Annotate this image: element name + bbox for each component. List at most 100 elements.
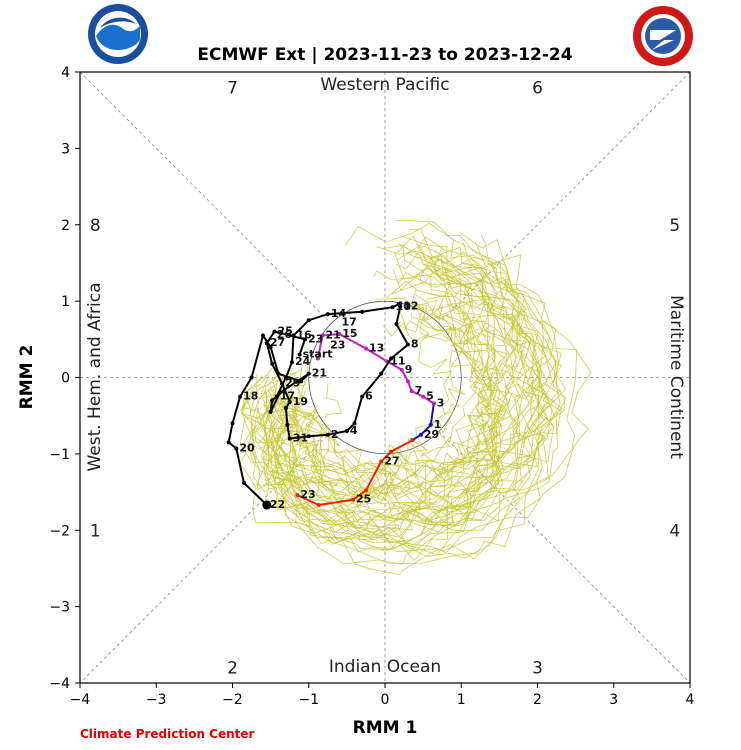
x-tick-label: 3 [609, 692, 618, 708]
day-label: 16 [297, 328, 313, 341]
ensemble-member-line [295, 280, 484, 499]
series-point [276, 371, 281, 376]
series-point [268, 409, 273, 414]
series-point [418, 432, 423, 437]
series-point [360, 394, 365, 399]
day-label: 12 [403, 299, 418, 312]
ensemble-member-line [270, 321, 455, 474]
ensemble-member-line [261, 246, 548, 514]
observed-and-mean-trajectories [226, 301, 436, 510]
day-label: 21 [325, 328, 340, 341]
day-label: 10 [396, 300, 412, 313]
series-point [234, 446, 239, 451]
series-point [264, 341, 269, 346]
series-point [285, 422, 290, 427]
region-label-right: Maritime Continent [666, 295, 686, 459]
y-tick-label: −1 [49, 447, 70, 463]
day-label: 11 [390, 354, 405, 367]
series-point [306, 318, 311, 323]
day-label: 14 [331, 307, 347, 320]
ensemble-trajectories [239, 220, 592, 576]
day-label: 1 [434, 418, 442, 431]
day-label: 2 [331, 428, 339, 441]
phase-label: 7 [227, 78, 238, 98]
day-label: 31 [293, 432, 308, 445]
series-point [306, 434, 311, 439]
day-label: 27 [270, 336, 285, 349]
day-label: 9 [405, 363, 413, 376]
series-point [398, 304, 403, 309]
ensemble-member-line [273, 220, 562, 542]
y-tick-label: −2 [49, 523, 70, 539]
series-point [230, 421, 235, 426]
day-label: start [303, 348, 333, 361]
series-point [363, 488, 368, 493]
series-point [249, 375, 254, 380]
day-label: 23 [308, 332, 323, 345]
y-tick-label: −3 [49, 600, 70, 616]
day-label: 25 [356, 493, 371, 506]
series-line-3 [227, 301, 410, 506]
noaa-logo-icon [88, 4, 148, 64]
series-point [409, 389, 414, 394]
series-point [287, 436, 292, 441]
series-point [274, 394, 279, 399]
series-point [291, 333, 296, 338]
phase-label: 1 [90, 521, 101, 541]
day-label: 22 [270, 498, 285, 511]
ensemble-member-line [270, 244, 554, 529]
series-point [410, 438, 415, 443]
phase-label: 3 [532, 659, 543, 679]
series-point [320, 333, 325, 338]
ensemble-member-line [243, 278, 535, 527]
day-label: 4 [350, 424, 358, 437]
series-point [316, 503, 321, 508]
day-label: 17 [342, 316, 357, 329]
phase-guides [79, 71, 691, 684]
series-point [405, 379, 410, 384]
series-point [344, 428, 349, 433]
day-label: 13 [369, 341, 384, 354]
guide-diagonal [438, 71, 691, 324]
series-point [238, 394, 243, 399]
y-tick-label: 0 [61, 371, 70, 387]
x-axis-label: RMM 1 [353, 718, 418, 738]
series-point [315, 356, 320, 361]
series-point [405, 342, 410, 347]
series-point [268, 344, 273, 349]
ensemble-member-line [280, 305, 469, 475]
ensemble-member-line [251, 252, 561, 565]
x-tick-label: 2 [533, 692, 542, 708]
series-point [226, 440, 231, 445]
series-point [390, 305, 395, 310]
day-label: 8 [411, 338, 419, 351]
x-tick-label: 1 [457, 692, 466, 708]
forecast-end-marker [262, 500, 272, 510]
day-label: 3 [437, 396, 445, 409]
series-point [302, 337, 307, 342]
series-point [295, 493, 300, 498]
series-point [280, 381, 285, 386]
day-label: 21 [312, 367, 327, 380]
series-point [306, 371, 311, 376]
series-point [394, 322, 399, 327]
region-label-left: West. Hem. and Africa [85, 282, 105, 471]
x-tick-label: −3 [146, 692, 167, 708]
day-label: 20 [239, 442, 255, 455]
day-label: 25 [277, 325, 292, 338]
day-label: 24 [295, 355, 311, 368]
series-point [272, 329, 277, 334]
series-point [289, 360, 294, 365]
day-label: 29 [285, 377, 300, 390]
y-tick-label: 2 [61, 218, 70, 234]
credit-label: Climate Prediction Center [80, 727, 255, 741]
x-tick-label: 0 [381, 692, 390, 708]
series-point [398, 301, 403, 306]
x-tick-label: −4 [70, 692, 91, 708]
phase-label: 5 [669, 216, 680, 236]
region-label-bottom: Indian Ocean [329, 657, 441, 677]
phase-label: 2 [227, 659, 238, 679]
day-label: 6 [365, 390, 373, 403]
day-label: 26 [277, 328, 293, 341]
guide-diagonal [79, 431, 332, 684]
